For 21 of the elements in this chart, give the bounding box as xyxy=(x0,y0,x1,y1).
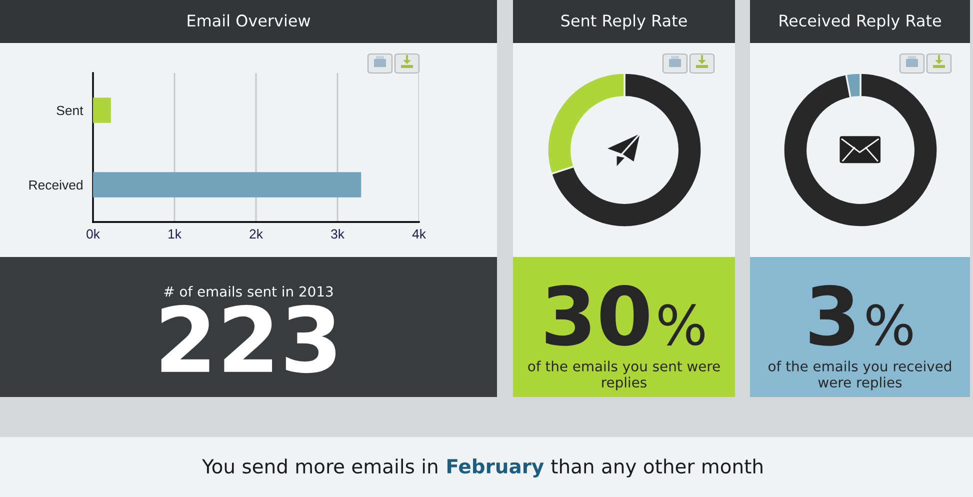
chart-title: Email Overview xyxy=(188,14,310,27)
y-tick-label: Received xyxy=(29,180,82,190)
text: of the emails you sent were replies xyxy=(528,360,720,390)
x-tick-label: 1k xyxy=(168,228,182,239)
text: 30% xyxy=(546,284,705,346)
donut-slice xyxy=(550,72,702,228)
text: # of emails sent in 2013 xyxy=(164,286,333,297)
chart-title: Received Reply Rate xyxy=(780,14,941,30)
text: You send more emails in xyxy=(202,458,438,474)
x-tick-label: 3k xyxy=(331,228,344,239)
chart-title: Sent Reply Rate xyxy=(561,14,687,30)
text: February xyxy=(447,458,544,478)
text: of the emails you received were replies xyxy=(768,360,951,390)
y-tick-label: Sent xyxy=(56,106,84,116)
x-tick-label: 0k xyxy=(86,228,100,239)
x-tick-label: 4k xyxy=(412,228,426,239)
text: 3% xyxy=(810,284,913,346)
donut-slice xyxy=(782,72,938,228)
x-tick-label: 2k xyxy=(250,228,263,239)
text: than any other month xyxy=(551,458,762,478)
text: 223 xyxy=(161,304,336,374)
